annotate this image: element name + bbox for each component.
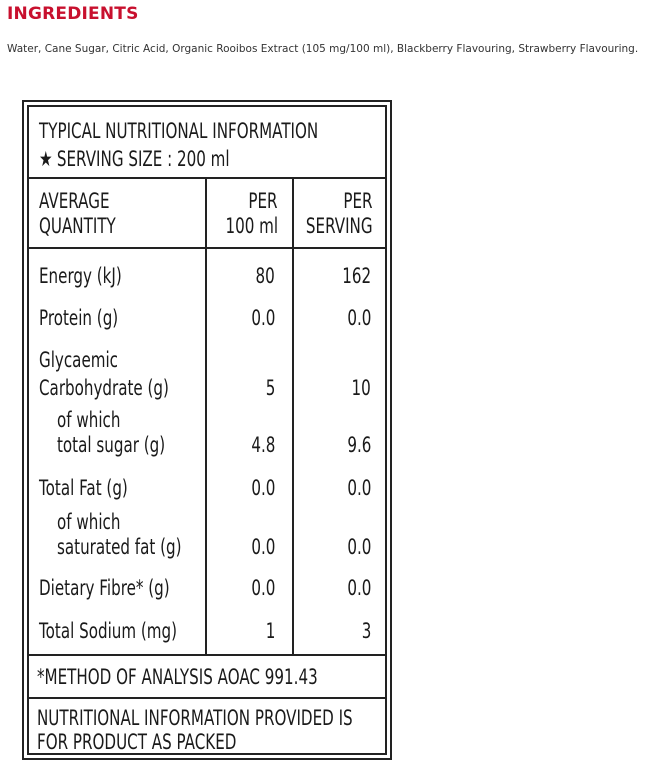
row-label-energy: Energy (kJ) xyxy=(39,264,122,288)
column-separator xyxy=(205,177,207,654)
column-separator xyxy=(292,177,294,654)
column-header-quantity-2: QUANTITY xyxy=(39,214,116,238)
row-value-carbohydrate-perserving: 10 xyxy=(351,376,371,400)
ingredients-heading: INGREDIENTS xyxy=(7,4,139,24)
row-label-fibre: Dietary Fibre* (g) xyxy=(39,576,170,600)
divider xyxy=(29,697,385,699)
row-value-energy-perserving: 162 xyxy=(342,264,371,288)
nutrition-panel: TYPICAL NUTRITIONAL INFORMATION ★ SERVING… xyxy=(22,100,392,760)
row-label-protein: Protein (g) xyxy=(39,306,119,330)
method-note: *METHOD OF ANALYSIS AOAC 991.43 xyxy=(37,665,318,689)
row-label-sugar-2: total sugar (g) xyxy=(57,433,166,457)
footer-note-2: FOR PRODUCT AS PACKED xyxy=(37,730,237,754)
column-header-per100-1: PER xyxy=(248,189,278,213)
row-label-sodium: Total Sodium (mg) xyxy=(39,619,178,643)
row-value-energy-per100: 80 xyxy=(255,264,275,288)
serving-size-text: SERVING SIZE : 200 ml xyxy=(56,147,230,171)
column-header-quantity-1: AVERAGE xyxy=(39,189,110,213)
row-value-sugar-per100: 4.8 xyxy=(250,433,275,457)
row-value-saturated-per100: 0.0 xyxy=(250,535,275,559)
row-value-protein-per100: 0.0 xyxy=(250,306,275,330)
row-label-sugar-1: of which xyxy=(57,408,121,432)
row-value-sugar-perserving: 9.6 xyxy=(346,433,371,457)
nutrition-title: TYPICAL NUTRITIONAL INFORMATION xyxy=(39,119,319,143)
serving-size: ★ SERVING SIZE : 200 ml xyxy=(39,147,230,172)
column-header-perserving-1: PER xyxy=(343,189,373,213)
row-label-carbohydrate-2: Carbohydrate (g) xyxy=(39,376,169,400)
row-label-saturated-2: saturated fat (g) xyxy=(57,535,182,559)
column-header-perserving-2: SERVING xyxy=(306,214,373,238)
divider xyxy=(29,247,385,249)
star-icon: ★ xyxy=(39,147,53,171)
row-value-fibre-perserving: 0.0 xyxy=(346,576,371,600)
row-value-fat-per100: 0.0 xyxy=(250,476,275,500)
row-value-protein-perserving: 0.0 xyxy=(346,306,371,330)
row-value-saturated-perserving: 0.0 xyxy=(346,535,371,559)
divider xyxy=(29,177,385,179)
row-label-fat: Total Fat (g) xyxy=(39,476,128,500)
row-value-sodium-per100: 1 xyxy=(265,619,275,643)
row-label-saturated-1: of which xyxy=(57,510,121,534)
ingredients-text: Water, Cane Sugar, Citric Acid, Organic … xyxy=(7,43,639,55)
row-label-carbohydrate-1: Glycaemic xyxy=(39,348,118,372)
row-value-fibre-per100: 0.0 xyxy=(250,576,275,600)
column-header-per100-2: 100 ml xyxy=(225,214,278,238)
divider xyxy=(29,654,385,656)
row-value-sodium-perserving: 3 xyxy=(361,619,371,643)
footer-note-1: NUTRITIONAL INFORMATION PROVIDED IS xyxy=(37,706,353,730)
row-value-fat-perserving: 0.0 xyxy=(346,476,371,500)
nutrition-table: TYPICAL NUTRITIONAL INFORMATION ★ SERVING… xyxy=(27,105,387,755)
row-value-carbohydrate-per100: 5 xyxy=(265,376,275,400)
